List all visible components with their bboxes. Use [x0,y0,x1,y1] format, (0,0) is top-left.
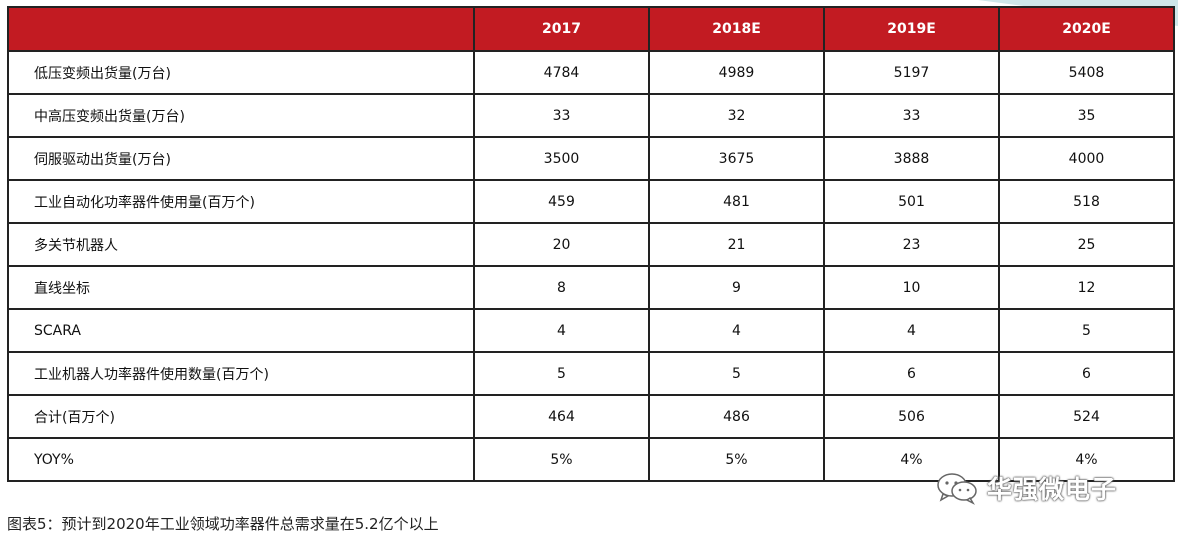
table-cell: 4% [823,437,1000,482]
table-cell: 5 [648,351,825,396]
row-label: 中高压变频出货量(万台) [7,93,475,138]
table-row: 中高压变频出货量(万台) 33 32 33 35 [7,93,1175,138]
table-cell: 4% [998,437,1175,482]
row-label: 直线坐标 [7,265,475,310]
data-table: 2017 2018E 2019E 2020E 低压变频出货量(万台) 4784 … [7,6,1175,482]
table-cell: 506 [823,394,1000,439]
table-cell: 21 [648,222,825,267]
table-row: YOY% 5% 5% 4% 4% [7,437,1175,482]
table-cell: 3500 [473,136,650,181]
row-label: 低压变频出货量(万台) [7,50,475,95]
table-row: 工业机器人功率器件使用数量(百万个) 5 5 6 6 [7,351,1175,396]
table-cell: 518 [998,179,1175,224]
figure-caption: 图表5：预计到2020年工业领域功率器件总需求量在5.2亿个以上 [7,515,439,533]
table-cell: 8 [473,265,650,310]
table-cell: 33 [473,93,650,138]
row-label: 工业自动化功率器件使用量(百万个) [7,179,475,224]
table-row: 工业自动化功率器件使用量(百万个) 459 481 501 518 [7,179,1175,224]
table-cell: 464 [473,394,650,439]
header-cell-label [7,6,475,52]
table-cell: 5197 [823,50,1000,95]
table-cell: 5% [473,437,650,482]
wechat-icon [935,471,979,505]
table-cell: 4000 [998,136,1175,181]
table-cell: 4 [473,308,650,353]
table-cell: 459 [473,179,650,224]
table-cell: 35 [998,93,1175,138]
table-cell: 23 [823,222,1000,267]
table-cell: 4784 [473,50,650,95]
header-row: 2017 2018E 2019E 2020E [7,6,1175,52]
table-row: 伺服驱动出货量(万台) 3500 3675 3888 4000 [7,136,1175,181]
row-label: SCARA [7,308,475,353]
table-cell: 3675 [648,136,825,181]
table-row: 合计(百万个) 464 486 506 524 [7,394,1175,439]
table-cell: 20 [473,222,650,267]
header-cell-2019e: 2019E [823,6,1000,52]
header-cell-2018e: 2018E [648,6,825,52]
table-cell: 481 [648,179,825,224]
table-cell: 6 [998,351,1175,396]
table-cell: 33 [823,93,1000,138]
row-label: 工业机器人功率器件使用数量(百万个) [7,351,475,396]
table-cell: 5% [648,437,825,482]
table-cell: 4 [823,308,1000,353]
table-row: 多关节机器人 20 21 23 25 [7,222,1175,267]
table-cell: 486 [648,394,825,439]
table-row: 直线坐标 8 9 10 12 [7,265,1175,310]
watermark-text: 华强微电子 [987,475,1118,504]
table-cell: 5408 [998,50,1175,95]
row-label: 伺服驱动出货量(万台) [7,136,475,181]
table-cell: 6 [823,351,1000,396]
table-cell: 524 [998,394,1175,439]
table-cell: 4989 [648,50,825,95]
table-row: SCARA 4 4 4 5 [7,308,1175,353]
header-cell-2017: 2017 [473,6,650,52]
table-cell: 501 [823,179,1000,224]
table-cell: 10 [823,265,1000,310]
table-cell: 32 [648,93,825,138]
watermark: 华强微电子 [935,470,1117,506]
header-cell-2020e: 2020E [998,6,1175,52]
table-row: 低压变频出货量(万台) 4784 4989 5197 5408 [7,50,1175,95]
table-cell: 12 [998,265,1175,310]
table-cell: 5 [473,351,650,396]
table-cell: 5 [998,308,1175,353]
row-label: 合计(百万个) [7,394,475,439]
table-cell: 4 [648,308,825,353]
table-cell: 9 [648,265,825,310]
row-label: YOY% [7,437,475,482]
table-cell: 3888 [823,136,1000,181]
row-label: 多关节机器人 [7,222,475,267]
table-cell: 25 [998,222,1175,267]
